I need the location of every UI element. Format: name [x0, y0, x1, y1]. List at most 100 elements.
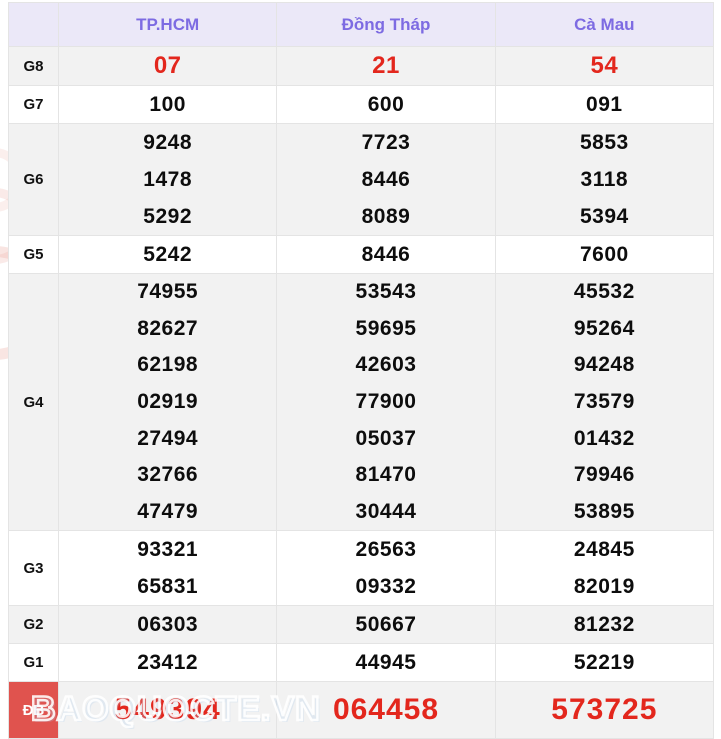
prize-number: 44945	[355, 650, 417, 674]
table-header: TP.HCM Đồng Tháp Cà Mau	[8, 2, 715, 47]
prize-number: 24845	[573, 537, 635, 561]
prize-number: 26563	[355, 537, 417, 561]
prize-label-g2: G2	[8, 605, 59, 645]
prize-row-g7: G7 100 600 091	[8, 85, 715, 124]
prize-number: 01432	[573, 426, 635, 450]
prize-number: 52219	[573, 650, 635, 674]
prize-number: 5242	[143, 242, 193, 266]
prize-number: 47479	[137, 499, 199, 523]
header-row: TP.HCM Đồng Tháp Cà Mau	[8, 2, 715, 47]
prize-number: 064458	[332, 693, 440, 727]
prize-cell: 50667	[276, 605, 496, 645]
prize-number: 50667	[355, 612, 417, 636]
prize-number: 3118	[580, 167, 629, 191]
prize-cell: 9248 1478 5292	[57, 123, 278, 236]
prize-number: 32766	[137, 463, 199, 487]
prize-number: 73579	[573, 390, 635, 414]
prize-number: 53895	[573, 499, 635, 523]
prize-number: 05037	[355, 426, 417, 450]
prize-cell: 52219	[494, 643, 715, 683]
prize-number: 5394	[579, 204, 629, 228]
prize-cell: 06303	[57, 605, 278, 645]
prize-number: 091	[586, 92, 623, 116]
prize-cell: 091	[494, 85, 715, 124]
prize-number: 549394	[114, 693, 221, 727]
prize-number: 79946	[573, 463, 635, 487]
column-header-cmau: Cà Mau	[494, 2, 715, 47]
prize-label-g8: G8	[8, 46, 59, 86]
prize-number: 74955	[137, 280, 199, 304]
prize-cell: 5242	[57, 235, 278, 274]
prize-cell: 26563 09332	[276, 530, 496, 607]
prize-cell: 24845 82019	[494, 530, 715, 607]
prize-number: 93321	[137, 537, 199, 561]
prize-cell: 23412	[57, 643, 278, 683]
prize-row-g6: G6 9248 1478 5292 7723 8446 8089 5853 3118 5394	[8, 123, 715, 236]
prize-row-g2: G2 06303 50667 81232	[8, 605, 715, 645]
prize-number: 42603	[355, 353, 417, 377]
prize-number: 27494	[137, 426, 199, 450]
prize-number: 21	[372, 52, 400, 79]
prize-cell: 600	[276, 85, 496, 124]
prize-row-g1: G1 23412 44945 52219	[8, 643, 715, 683]
lottery-results-table: TP.HCM Đồng Tháp Cà Mau G8 07 21 54 G7 100 600 09…	[8, 2, 715, 739]
prize-number: 81232	[573, 612, 635, 636]
prize-row-g4: G4 74955 82627 62198 02919 27494 32766 47479 535…	[8, 272, 715, 532]
prize-number: 94248	[573, 353, 635, 377]
prize-number: 53543	[355, 280, 417, 304]
prize-row-db: ĐB 549394 064458 573725	[8, 681, 715, 739]
prize-number: 82019	[573, 574, 635, 598]
prize-number: 82627	[137, 316, 199, 340]
prize-cell: 064458	[276, 681, 496, 739]
prize-number: 573725	[551, 693, 658, 727]
prize-cell: 93321 65831	[57, 530, 278, 607]
prize-number: 7600	[579, 242, 629, 266]
corner-cell	[8, 2, 59, 47]
prize-row-g5: G5 5242 8446 7600	[8, 235, 715, 274]
table-body: G8 07 21 54 G7 100 600 091 G6 9248 1478 5292 7723 844…	[8, 46, 715, 739]
prize-number: 77900	[355, 390, 417, 414]
prize-cell: 7723 8446 8089	[276, 123, 496, 236]
prize-cell: 54	[494, 46, 715, 86]
prize-number: 7723	[361, 130, 411, 154]
column-header-tphcm: TP.HCM	[57, 2, 278, 47]
prize-cell: 44945	[276, 643, 496, 683]
prize-number: 54	[590, 52, 619, 79]
prize-number: 06303	[137, 612, 199, 636]
prize-row-g8: G8 07 21 54	[8, 46, 715, 86]
prize-label-g5: G5	[8, 235, 59, 274]
prize-cell: 7600	[494, 235, 715, 274]
prize-number: 9248	[143, 130, 193, 154]
prize-row-g3: G3 93321 65831 26563 09332 24845 82019	[8, 530, 715, 607]
prize-label-g1: G1	[8, 643, 59, 683]
prize-cell: 74955 82627 62198 02919 27494 32766 47479	[57, 272, 278, 532]
prize-number: 1478	[143, 167, 193, 191]
prize-number: 600	[367, 92, 405, 116]
prize-number: 07	[153, 52, 182, 79]
prize-label-g6: G6	[8, 123, 59, 236]
prize-cell: 53543 59695 42603 77900 05037 81470 30444	[276, 272, 496, 532]
prize-number: 65831	[137, 574, 199, 598]
prize-cell: 07	[57, 46, 278, 86]
prize-number: 62198	[137, 353, 199, 377]
prize-cell: 573725	[494, 681, 715, 739]
prize-cell: 5853 3118 5394	[494, 123, 715, 236]
prize-number: 30444	[355, 499, 417, 523]
prize-label-g3: G3	[8, 530, 59, 607]
prize-cell: 45532 95264 94248 73579 01432 79946 53895	[494, 272, 715, 532]
prize-number: 95264	[573, 316, 635, 340]
prize-cell: 21	[276, 46, 496, 86]
prize-number: 45532	[573, 280, 635, 304]
prize-number: 23412	[137, 650, 199, 674]
prize-number: 8446	[361, 167, 411, 191]
prize-number: 8446	[361, 242, 411, 266]
prize-number: 5292	[143, 204, 193, 228]
prize-number: 8089	[361, 204, 411, 228]
prize-number: 02919	[137, 390, 199, 414]
prize-cell: 81232	[494, 605, 715, 645]
prize-label-db: ĐB	[8, 681, 59, 739]
column-header-ngthp: Đồng Tháp	[276, 2, 496, 47]
prize-number: 09332	[355, 574, 417, 598]
prize-cell: 8446	[276, 235, 496, 274]
